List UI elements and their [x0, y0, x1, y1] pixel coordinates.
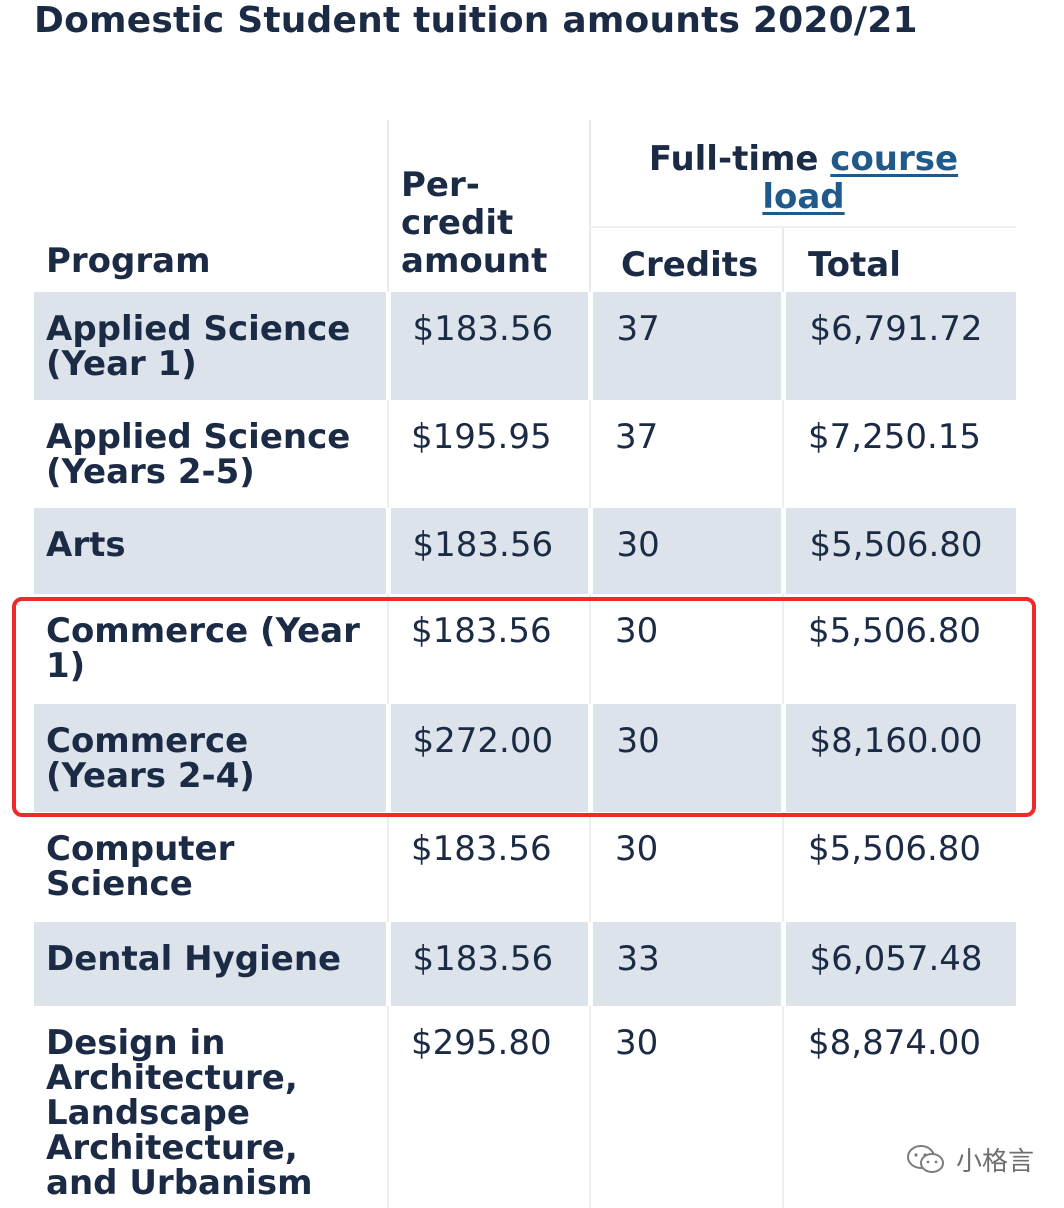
total-value: $6,791.72 [780, 292, 1016, 400]
header-full-time-label: Full-time [648, 139, 831, 179]
total-value: $6,057.48 [780, 922, 1016, 1006]
total-value: $8,874.00 [782, 1006, 1016, 1208]
program-name: Applied Science (Year 1) [34, 292, 388, 400]
program-name: Commerce (Years 2-4) [34, 704, 388, 812]
per-credit-amount: $295.80 [387, 1006, 590, 1208]
credits-value: 30 [589, 812, 783, 922]
per-credit-amount: $272.00 [385, 704, 590, 812]
header-credits: Credits [589, 227, 783, 292]
program-name: Design in Architecture, Landscape Archit… [34, 1006, 388, 1208]
total-value: $8,160.00 [780, 704, 1016, 812]
per-credit-amount: $183.56 [387, 594, 590, 704]
watermark-text: 小格言 [955, 1147, 1034, 1177]
table-row: Computer Science $183.56 30 $5,506.80 [34, 812, 1016, 922]
table-row: Design in Architecture, Landscape Archit… [34, 1006, 1016, 1208]
table-row: Arts $183.56 30 $5,506.80 [34, 508, 1016, 594]
total-value: $5,506.80 [780, 508, 1016, 594]
header-total: Total [782, 227, 1016, 292]
wechat-icon [906, 1144, 944, 1173]
header-full-time-course-load: Full-time course load [589, 120, 1016, 228]
program-name: Arts [34, 508, 388, 594]
table-row: Commerce (Years 2-4) $272.00 30 $8,160.0… [34, 704, 1016, 812]
tuition-table: Program Per-credit amount Full-time cour… [34, 120, 1016, 1208]
table-row: Dental Hygiene $183.56 33 $6,057.48 [34, 922, 1016, 1006]
credits-value: 30 [587, 704, 783, 812]
program-name: Applied Science (Years 2-5) [34, 400, 388, 508]
credits-value: 30 [589, 1006, 783, 1208]
credits-value: 33 [587, 922, 783, 1006]
page-title: Domestic Student tuition amounts 2020/21 [34, 0, 918, 41]
per-credit-amount: $183.56 [387, 812, 590, 922]
program-name: Dental Hygiene [34, 922, 388, 1006]
header-program: Program [46, 241, 211, 281]
per-credit-amount: $195.95 [387, 400, 590, 508]
credits-value: 37 [587, 292, 783, 400]
program-name: Computer Science [34, 812, 388, 922]
total-value: $5,506.80 [782, 812, 1016, 922]
per-credit-amount: $183.56 [385, 292, 590, 400]
program-name: Commerce (Year 1) [34, 594, 388, 704]
per-credit-amount: $183.56 [385, 922, 590, 1006]
table-row: Applied Science (Year 1) $183.56 37 $6,7… [34, 292, 1016, 400]
table-row: Commerce (Year 1) $183.56 30 $5,506.80 [34, 594, 1016, 704]
total-value: $5,506.80 [782, 594, 1016, 704]
table-row: Applied Science (Years 2-5) $195.95 37 $… [34, 400, 1016, 508]
credits-value: 30 [589, 594, 783, 704]
total-value: $7,250.15 [782, 400, 1016, 508]
course-load-link[interactable]: course load [762, 139, 959, 217]
per-credit-amount: $183.56 [385, 508, 590, 594]
credits-value: 30 [587, 508, 783, 594]
credits-value: 37 [589, 400, 783, 508]
watermark: 小格言 [906, 1141, 1034, 1178]
header-per-credit: Per-credit amount [387, 120, 590, 292]
